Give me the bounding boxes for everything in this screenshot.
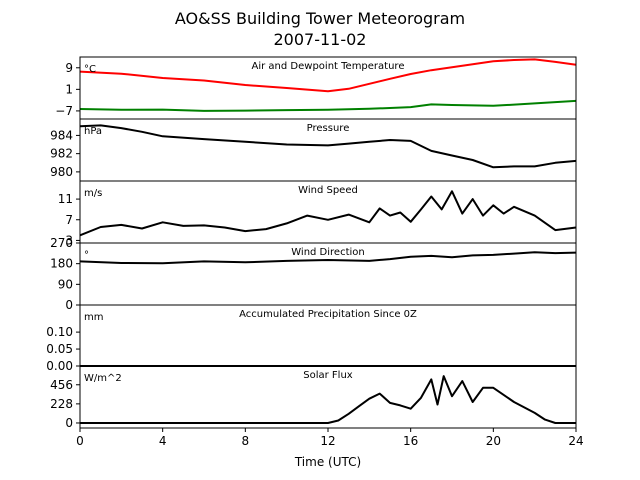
panel-wind-direction: 270 180 90 0 ° Wind Direction [50, 236, 577, 312]
series-line-temp-1 [79, 99, 577, 112]
y-tick-label-temp: −7 [55, 104, 73, 118]
y-tick-label-solar: 0 [65, 416, 73, 430]
unit-label-solar: W/m^2 [84, 373, 122, 384]
x-axis: 0 4 8 12 16 20 24 [76, 428, 584, 448]
y-tick-label-wind-speed: 11 [58, 192, 73, 206]
y-tick-label-solar: 456 [50, 378, 73, 392]
x-tick-label: 8 [242, 434, 250, 448]
unit-label-precip: mm [84, 312, 103, 323]
y-tick-label-wind-direction: 90 [58, 277, 73, 291]
unit-label-wind-direction: ° [84, 250, 89, 261]
y-tick-label-precip: 0.05 [46, 342, 73, 356]
unit-label-temp: °C [84, 64, 96, 75]
y-tick-label-solar: 228 [50, 397, 73, 411]
x-tick-label: 20 [486, 434, 501, 448]
panel-wind-speed: 11 7 3 m/s Wind Speed [58, 180, 577, 247]
y-tick-label-wind-speed: 7 [65, 213, 73, 227]
panel-title-temp: Air and Dewpoint Temperature [252, 61, 405, 72]
series-line-wind-direction-0 [79, 251, 577, 265]
y-tick-label-wind-direction: 0 [65, 298, 73, 312]
y-tick-label-wind-speed: 3 [65, 233, 73, 247]
y-tick-label-precip: 0.10 [46, 325, 73, 339]
series-line-wind-speed-0 [79, 190, 577, 237]
x-tick-label: 12 [320, 434, 335, 448]
y-tick-label-pressure: 982 [50, 147, 73, 161]
series-line-temp-0 [79, 58, 577, 93]
panel-title-pressure: Pressure [307, 123, 350, 134]
y-tick-label-wind-direction: 180 [50, 257, 73, 271]
panel-title-wind-direction: Wind Direction [291, 247, 365, 258]
y-tick-label-temp: 9 [65, 61, 73, 75]
figure-subtitle: 2007-11-02 [274, 30, 367, 49]
panel-temp: 9 1 −7 °C Air and Dewpoint Temperature [55, 56, 577, 120]
x-tick-label: 0 [76, 434, 84, 448]
y-tick-label-precip: 0.00 [46, 359, 73, 373]
panel-pressure: 984 982 980 hPa Pressure [50, 118, 577, 182]
x-tick-label: 16 [403, 434, 418, 448]
x-axis-label: Time (UTC) [294, 455, 361, 469]
y-tick-label-pressure: 980 [50, 165, 73, 179]
panel-precip: 0.10 0.05 0.00 mm Accumulated Precipitation … [46, 304, 577, 373]
panel-title-precip: Accumulated Precipitation Since 0Z [239, 309, 417, 320]
x-tick-label: 24 [568, 434, 583, 448]
series-line-pressure-0 [79, 124, 577, 169]
unit-label-pressure: hPa [84, 126, 102, 137]
unit-label-wind-speed: m/s [84, 188, 102, 199]
figure-title: AO&SS Building Tower Meteorogram [175, 9, 465, 28]
y-tick-label-wind-direction: 270 [50, 236, 73, 250]
y-tick-label-pressure: 984 [50, 128, 73, 142]
x-tick-label: 4 [159, 434, 167, 448]
panel-title-wind-speed: Wind Speed [298, 185, 358, 196]
y-tick-label-temp: 1 [65, 82, 73, 96]
series-line-solar-0 [80, 375, 576, 424]
panel-title-solar: Solar Flux [303, 370, 353, 381]
panel-solar: 456 228 0 W/m^2 Solar Flux [50, 365, 577, 430]
panels: 9 1 −7 °C Air and Dewpoint Temperature 984 982… [46, 56, 577, 430]
